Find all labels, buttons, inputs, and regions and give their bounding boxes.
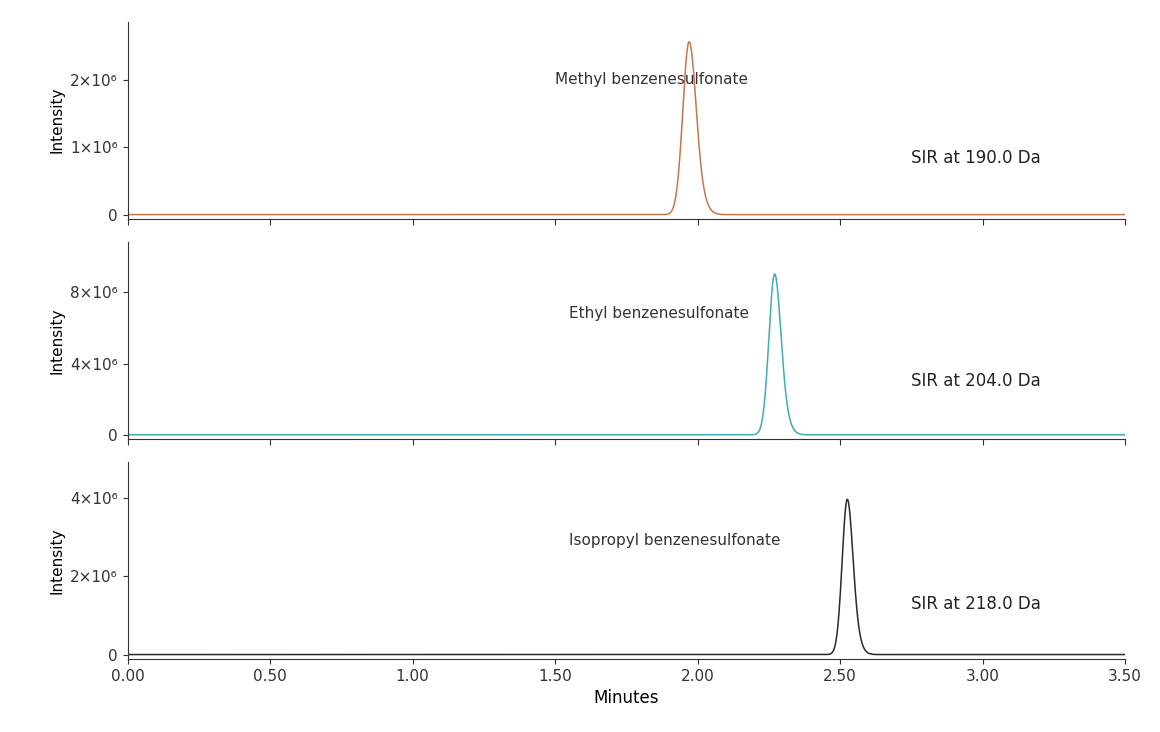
Y-axis label: Intensity: Intensity [50,307,65,373]
Text: SIR at 218.0 Da: SIR at 218.0 Da [912,595,1042,613]
Text: SIR at 204.0 Da: SIR at 204.0 Da [912,373,1042,390]
Text: Ethyl benzenesulfonate: Ethyl benzenesulfonate [570,306,749,321]
Text: SIR at 190.0 Da: SIR at 190.0 Da [912,149,1042,166]
X-axis label: Minutes: Minutes [594,689,659,707]
Text: Isopropyl benzenesulfonate: Isopropyl benzenesulfonate [570,534,781,548]
Y-axis label: Intensity: Intensity [50,87,65,154]
Y-axis label: Intensity: Intensity [50,527,65,594]
Text: Methyl benzenesulfonate: Methyl benzenesulfonate [556,72,748,87]
